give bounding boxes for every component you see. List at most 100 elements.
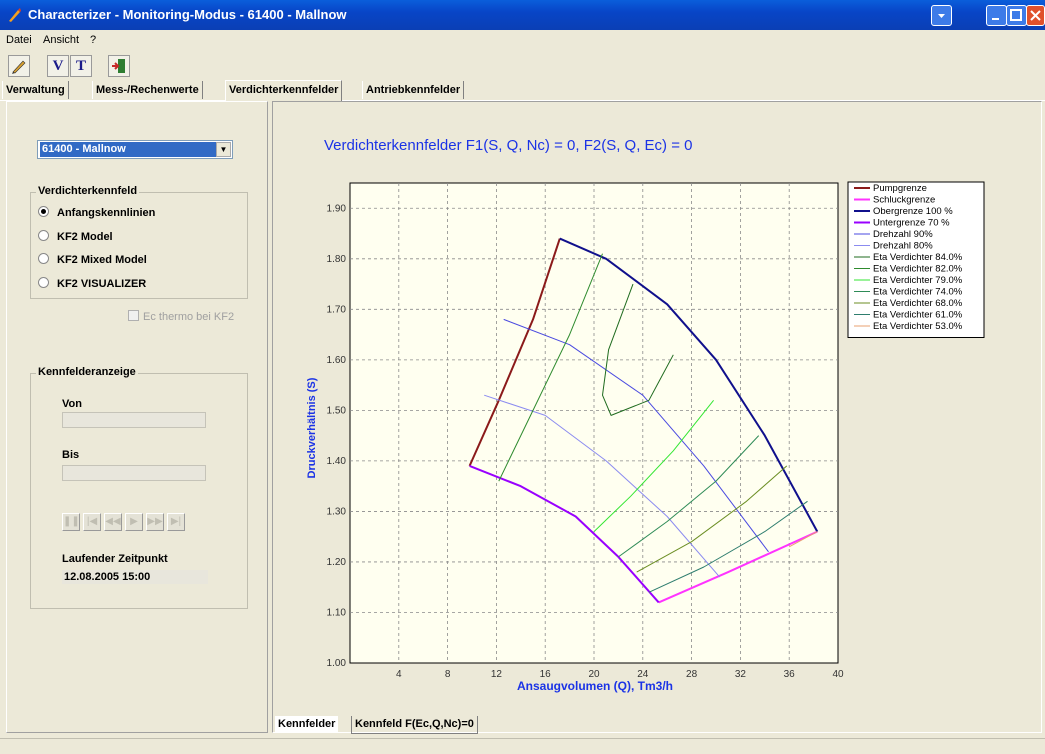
legend-label: Eta Verdichter 79.0%: [873, 275, 963, 286]
kennfelderanzeige-title: Kennfelderanzeige: [36, 366, 138, 378]
tab-kennfeld-f[interactable]: Kennfeld F(Ec,Q,Nc)=0: [351, 716, 478, 734]
window-title: Characterizer - Monitoring-Modus - 61400…: [28, 7, 347, 22]
y-tick-label: 1.30: [327, 506, 347, 517]
tab-mess-rechenwerte[interactable]: Mess-/Rechenwerte: [92, 81, 203, 99]
y-axis-label: Druckverhältnis (S): [306, 377, 318, 478]
series-line-5: [484, 394, 721, 578]
play-icon[interactable]: ▶: [125, 513, 143, 531]
von-field[interactable]: [62, 412, 206, 428]
station-select-value: 61400 - Mallnow: [40, 142, 216, 157]
legend-label: Drehzahl 90%: [873, 229, 933, 240]
skip-start-icon[interactable]: |◀: [83, 513, 101, 531]
legend-label: Schluckgrenze: [873, 195, 935, 206]
radio-kf2-visualizer[interactable]: KF2 VISUALIZER: [38, 277, 146, 290]
close-button[interactable]: [1026, 5, 1045, 26]
series-line-11: [648, 500, 808, 593]
legend-label: Eta Verdichter 82.0%: [873, 264, 963, 275]
x-tick-label: 4: [396, 669, 402, 680]
tab-verdichterkennfelder[interactable]: Verdichterkennfelder: [225, 80, 343, 101]
legend-label: Eta Verdichter 53.0%: [873, 321, 963, 332]
radio-dot-icon: [38, 253, 49, 264]
menu-bar: Datei Ansicht ?: [0, 30, 1045, 50]
tab-verwaltung[interactable]: Verwaltung: [2, 81, 69, 99]
series-line-9: [618, 435, 760, 558]
x-tick-label: 40: [832, 669, 844, 680]
series-line-2: [559, 237, 819, 533]
radio-kf2-mixed-model[interactable]: KF2 Mixed Model: [38, 253, 147, 266]
zeitpunkt-value: 12.08.2005 15:00: [62, 570, 208, 584]
t-button[interactable]: T: [70, 55, 92, 77]
bis-field[interactable]: [62, 465, 206, 481]
y-tick-label: 1.20: [327, 557, 347, 568]
legend-label: Pumpgrenze: [873, 183, 927, 194]
y-tick-label: 1.70: [327, 304, 347, 315]
chart-panel: [272, 101, 1042, 733]
y-tick-label: 1.60: [327, 355, 347, 366]
x-tick-label: 12: [491, 669, 503, 680]
legend-label: Untergrenze 70 %: [873, 218, 950, 229]
series-line-1: [658, 530, 818, 604]
pause-icon[interactable]: ❚❚: [62, 513, 80, 531]
chevron-down-icon[interactable]: ▼: [216, 142, 231, 157]
station-select[interactable]: 61400 - Mallnow ▼: [37, 140, 233, 159]
tab-antriebkennfelder[interactable]: Antriebkennfelder: [362, 81, 465, 99]
legend-label: Eta Verdichter 84.0%: [873, 252, 963, 263]
checkbox-box-icon: [128, 310, 139, 321]
series-line-4: [503, 318, 769, 553]
radio-dot-icon: [38, 206, 49, 217]
x-tick-label: 32: [735, 669, 747, 680]
v-button[interactable]: V: [47, 55, 69, 77]
rewind-icon[interactable]: ◀◀: [104, 513, 122, 531]
x-axis-label: Ansaugvolumen (Q), Tm3/h: [517, 679, 673, 693]
window-menu-button[interactable]: [931, 5, 952, 26]
x-tick-label: 20: [588, 669, 600, 680]
y-tick-label: 1.10: [327, 607, 347, 618]
series-line-10: [636, 465, 788, 573]
y-tick-label: 1.90: [327, 203, 347, 214]
menu-help[interactable]: ?: [90, 34, 97, 46]
series-line-8: [593, 399, 714, 532]
radio-dot-icon: [38, 230, 49, 241]
title-bar: Characterizer - Monitoring-Modus - 61400…: [0, 0, 1045, 30]
compressor-map-chart: 4 8 12 16 20 24 28 32 36 40 1.00 1.10 1.20 1.30 1.40 1.…: [306, 181, 985, 693]
von-label: Von: [62, 398, 82, 410]
legend-box: [847, 181, 985, 338]
legend-label: Obergrenze 100 %: [873, 206, 953, 217]
y-tick-label: 1.80: [327, 254, 347, 265]
x-tick-label: 16: [540, 669, 552, 680]
app-icon: [9, 8, 21, 22]
x-tick-label: 24: [637, 669, 649, 680]
tab-kennfelder[interactable]: Kennfelder: [275, 716, 339, 733]
radio-kf2-model[interactable]: KF2 Model: [38, 230, 113, 243]
menu-ansicht[interactable]: Ansicht: [43, 34, 80, 46]
y-tick-label: 1.50: [327, 405, 347, 416]
y-tick-label: 1.00: [327, 658, 347, 669]
y-tick-label: 1.40: [327, 456, 347, 467]
fast-forward-icon[interactable]: ▶▶: [146, 513, 164, 531]
bis-label: Bis: [62, 449, 80, 461]
zeitpunkt-label: Laufender Zeitpunkt: [62, 553, 168, 565]
series-line-12: [788, 531, 818, 548]
exit-door-icon[interactable]: [108, 55, 130, 77]
legend-label: Eta Verdichter 61.0%: [873, 310, 963, 321]
minimize-button[interactable]: [986, 5, 1007, 26]
playback-controls: ❚❚ |◀ ◀◀ ▶ ▶▶ ▶|: [62, 513, 217, 531]
series-line-0: [468, 238, 561, 467]
radio-anfangskennlinien[interactable]: Anfangskennlinien: [38, 206, 155, 219]
verdichterkennfeld-title: Verdichterkennfeld: [36, 185, 140, 197]
x-tick-label: 28: [686, 669, 698, 680]
pencil-icon[interactable]: [8, 55, 30, 77]
legend-label: Eta Verdichter 74.0%: [873, 287, 963, 298]
skip-end-icon[interactable]: ▶|: [167, 513, 185, 531]
ec-thermo-checkbox[interactable]: Ec thermo bei KF2: [128, 310, 234, 323]
x-tick-label: 8: [445, 669, 451, 680]
menu-datei[interactable]: Datei: [6, 34, 32, 46]
radio-dot-icon: [38, 277, 49, 288]
status-bar: [0, 738, 1045, 754]
legend-label: Drehzahl 80%: [873, 241, 933, 252]
toolbar: V T: [0, 52, 1045, 80]
kennfelderanzeige-group: [30, 373, 248, 609]
x-tick-label: 36: [784, 669, 796, 680]
maximize-button[interactable]: [1006, 5, 1027, 26]
chart-title: Verdichterkennfelder F1(S, Q, Nc) = 0, F…: [324, 137, 693, 154]
